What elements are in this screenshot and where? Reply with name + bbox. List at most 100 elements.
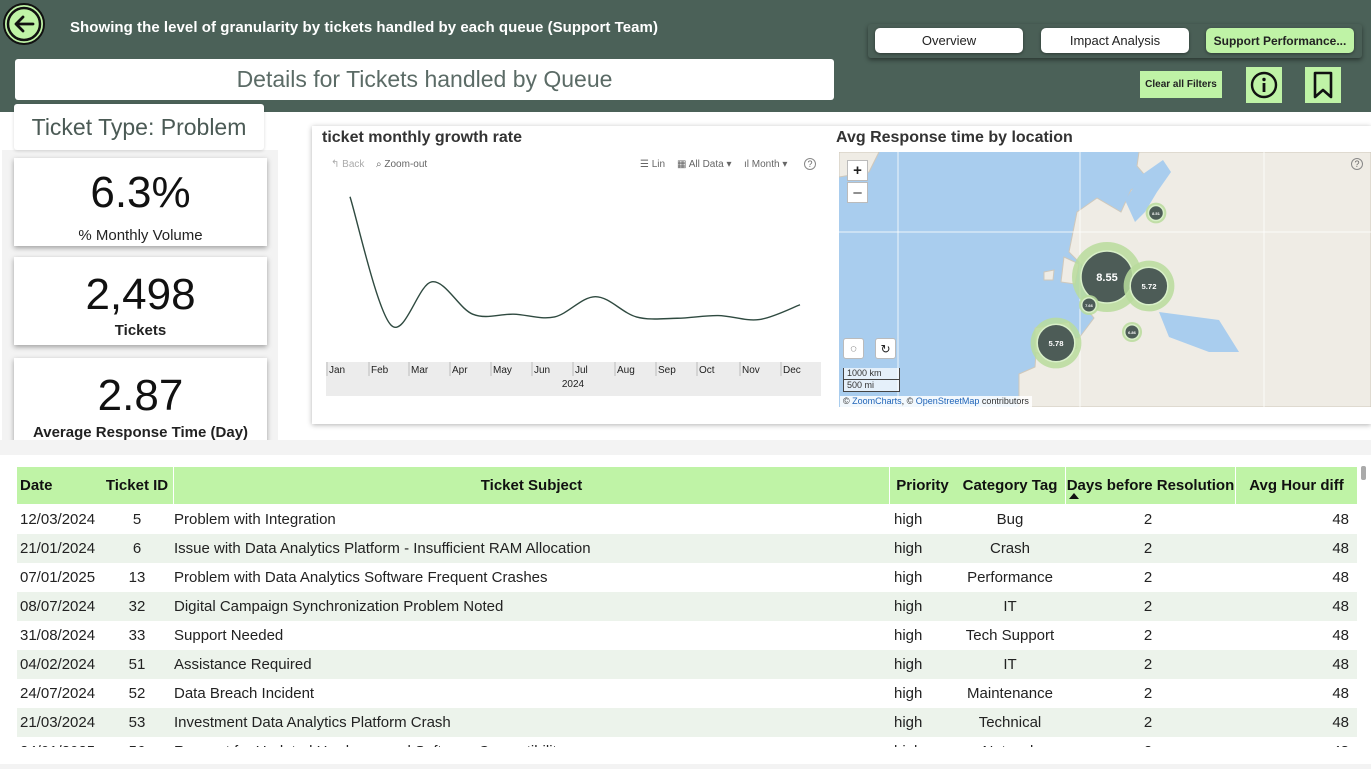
cell-days-before-resolution: 2 bbox=[1143, 656, 1153, 673]
cell-avg-hour-diff: 48 bbox=[1235, 737, 1349, 747]
kpi-label: % Monthly Volume bbox=[78, 227, 203, 244]
map-lasso-button[interactable]: ◌ bbox=[843, 338, 864, 359]
cell-date: 08/07/2024 bbox=[20, 598, 96, 615]
cell-priority: high bbox=[894, 569, 923, 586]
ticket-type-label: Ticket Type: Problem bbox=[14, 104, 264, 150]
back-button[interactable] bbox=[3, 3, 45, 45]
table-row[interactable]: 31/08/2024 33 Support Needed high Tech S… bbox=[17, 621, 1357, 650]
nav-overview-button[interactable]: Overview bbox=[875, 28, 1023, 53]
cell-ticket-subject: Digital Campaign Synchronization Problem… bbox=[174, 598, 504, 615]
column-header-date[interactable]: Date bbox=[17, 467, 101, 504]
cell-priority: high bbox=[894, 656, 923, 673]
map-land bbox=[839, 152, 1371, 407]
tickets-table: Date Ticket ID Ticket Subject Priority C… bbox=[17, 467, 1357, 747]
cell-days-before-resolution: 2 bbox=[1065, 737, 1231, 747]
map[interactable] bbox=[839, 152, 1371, 407]
cell-priority: high bbox=[894, 737, 922, 747]
cell-date: 21/03/2024 bbox=[20, 714, 96, 731]
kpi-label: Average Response Time (Day) bbox=[32, 424, 249, 441]
cell-ticket-id: 51 bbox=[128, 656, 146, 673]
sort-ascending-icon bbox=[1069, 493, 1079, 499]
cell-ticket-id: 6 bbox=[132, 540, 142, 557]
chart-all-data-button[interactable]: ▦ All Data ▾ bbox=[677, 159, 732, 170]
chart-back-button[interactable]: ↰ Back bbox=[331, 159, 365, 170]
cell-date: 07/01/2025 bbox=[20, 569, 96, 586]
nav-support-performance-button[interactable]: Support Performance... bbox=[1206, 28, 1354, 53]
cell-avg-hour-diff: 48 bbox=[1332, 656, 1349, 673]
nav-impact-analysis-button[interactable]: Impact Analysis bbox=[1041, 28, 1189, 53]
cell-avg-hour-diff: 48 bbox=[1332, 569, 1349, 586]
info-button[interactable] bbox=[1246, 67, 1282, 103]
map-zoom-in-button[interactable]: + bbox=[847, 160, 868, 181]
cell-priority: high bbox=[894, 598, 923, 615]
attribution-mid: , © bbox=[901, 396, 916, 406]
chart-month-label: Month bbox=[751, 159, 780, 170]
cell-days-before-resolution: 2 bbox=[1143, 627, 1153, 644]
cell-date: 21/01/2024 bbox=[20, 540, 96, 557]
cell-ticket-subject: Assistance Required bbox=[174, 656, 312, 673]
cell-avg-hour-diff: 48 bbox=[1332, 540, 1349, 557]
chart-zoom-out-label: Zoom-out bbox=[384, 159, 428, 170]
map-help-icon[interactable]: ? bbox=[1351, 158, 1363, 170]
cell-priority: high bbox=[894, 511, 923, 528]
chart-zoom-out-button[interactable]: ⌕ Zoom-out bbox=[376, 159, 427, 170]
cell-date: 12/03/2024 bbox=[20, 511, 96, 528]
map-scale-km: 1000 km bbox=[843, 368, 900, 380]
cell-ticket-subject: Problem with Integration bbox=[174, 511, 336, 528]
column-header-ticket-id[interactable]: Ticket ID bbox=[101, 467, 173, 504]
arrow-left-icon bbox=[6, 6, 42, 42]
cell-category-tag: IT bbox=[1003, 598, 1017, 615]
column-header-avg-hour-diff[interactable]: Avg Hour diff bbox=[1235, 467, 1357, 504]
map-zoom-out-button[interactable]: – bbox=[847, 182, 868, 203]
cell-ticket-id: 32 bbox=[128, 598, 146, 615]
column-header-days-before-resolution[interactable]: Days before Resolution bbox=[1065, 467, 1235, 504]
cell-avg-hour-diff: 48 bbox=[1332, 598, 1349, 615]
cell-category-tag: Tech Support bbox=[965, 627, 1055, 644]
column-header-priority[interactable]: Priority bbox=[889, 467, 955, 504]
chart-back-label: Back bbox=[342, 159, 365, 170]
clear-filters-button[interactable]: Clear all Filters bbox=[1140, 71, 1222, 98]
table-row[interactable]: 21/03/2024 53 Investment Data Analytics … bbox=[17, 708, 1357, 737]
kpi-card-tickets: 2,498 Tickets bbox=[14, 257, 267, 345]
cell-priority: high bbox=[894, 540, 923, 557]
chart-help-icon[interactable]: ? bbox=[804, 158, 816, 170]
page-title: Showing the level of granularity by tick… bbox=[70, 19, 658, 36]
cell-days-before-resolution: 2 bbox=[1143, 569, 1153, 586]
kpi-value: 2.87 bbox=[97, 371, 184, 420]
details-title: Details for Tickets handled by Queue bbox=[15, 59, 834, 100]
table-row[interactable]: 24/07/2024 52 Data Breach Incident high … bbox=[17, 679, 1357, 708]
column-header-category-tag[interactable]: Category Tag bbox=[955, 467, 1065, 504]
cell-category-tag: Network bbox=[955, 737, 1065, 747]
cell-ticket-id: 5 bbox=[132, 511, 142, 528]
cell-priority: high bbox=[894, 685, 923, 702]
table-row[interactable]: 07/01/2025 13 Problem with Data Analytic… bbox=[17, 563, 1357, 592]
table-row[interactable]: 04/02/2024 51 Assistance Required high I… bbox=[17, 650, 1357, 679]
zoom-out-icon: ⌕ bbox=[376, 159, 382, 170]
chart-month-button[interactable]: ıl Month ▾ bbox=[744, 159, 788, 170]
kpi-card-monthly-volume: 6.3% % Monthly Volume bbox=[14, 158, 267, 246]
cell-ticket-id: 13 bbox=[128, 569, 146, 586]
chart-lin-button[interactable]: ☰ Lin bbox=[640, 159, 665, 170]
bookmark-icon bbox=[1313, 71, 1333, 99]
zoomcharts-link[interactable]: ZoomCharts bbox=[852, 396, 902, 406]
table-scrollbar[interactable] bbox=[1361, 466, 1366, 480]
cell-ticket-id: 56 bbox=[101, 737, 173, 747]
cell-category-tag: Performance bbox=[967, 569, 1053, 586]
cell-ticket-subject: Request for Updated Hardware and Softwar… bbox=[174, 737, 564, 747]
cell-category-tag: Technical bbox=[978, 714, 1042, 731]
map-scale-mi: 500 mi bbox=[843, 380, 900, 392]
column-header-ticket-subject[interactable]: Ticket Subject bbox=[173, 467, 889, 504]
cell-days-before-resolution: 2 bbox=[1143, 511, 1153, 528]
table-row[interactable]: 21/01/2024 6 Issue with Data Analytics P… bbox=[17, 534, 1357, 563]
kpi-label: Tickets bbox=[114, 322, 167, 339]
table-row[interactable]: 12/03/2024 5 Problem with Integration hi… bbox=[17, 505, 1357, 534]
map-reset-button[interactable]: ↻ bbox=[875, 338, 896, 359]
table-row[interactable]: 24/01/2025 56 Request for Updated Hardwa… bbox=[17, 737, 1357, 747]
table-row[interactable]: 08/07/2024 32 Digital Campaign Synchroni… bbox=[17, 592, 1357, 621]
refresh-icon: ↻ bbox=[880, 341, 891, 356]
openstreetmap-link[interactable]: OpenStreetMap bbox=[915, 396, 980, 406]
bookmark-button[interactable] bbox=[1305, 67, 1341, 103]
chart-all-data-label: All Data bbox=[688, 159, 724, 170]
growth-chart-title: ticket monthly growth rate bbox=[322, 129, 523, 146]
cell-ticket-subject: Investment Data Analytics Platform Crash bbox=[174, 714, 451, 731]
